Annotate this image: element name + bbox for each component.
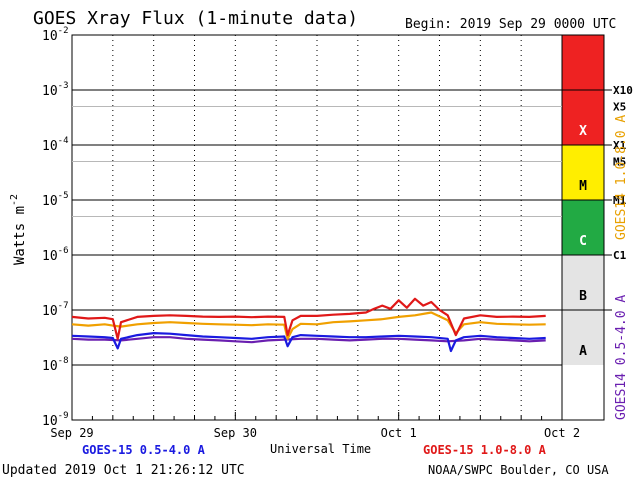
y-tick-label: 10-3 xyxy=(42,81,69,99)
y-tick-label: 10-8 xyxy=(42,356,69,374)
class-label-c: C xyxy=(579,234,587,249)
level-label-m5: M5 xyxy=(613,156,626,169)
class-label-x: X xyxy=(579,124,587,139)
level-label-x5: X5 xyxy=(613,101,626,114)
right-axis-label-05-4: GOES14 0.5-4.0 A xyxy=(614,295,629,420)
y-tick-label: 10-6 xyxy=(42,246,69,264)
class-label-m: M xyxy=(579,179,587,194)
class-band-b xyxy=(562,255,604,310)
class-band-a xyxy=(562,310,604,365)
x-axis-ticks: Sep 29 Sep 30 Oct 1 Oct 2 xyxy=(50,426,580,440)
level-label-c1: C1 xyxy=(613,249,627,262)
begin-label: Begin: 2019 Sep 29 0000 UTC xyxy=(405,17,616,32)
y-axis-ticks: 10-2 10-3 10-4 10-5 10-6 10-7 10-8 10-9 xyxy=(42,26,80,429)
flare-class-bar: X M C B A xyxy=(561,34,605,421)
series-goes-15-1-0-8-0-a xyxy=(71,297,546,340)
x-tick-label: Oct 1 xyxy=(381,426,417,440)
class-band-c xyxy=(562,200,604,255)
updated-timestamp: Updated 2019 Oct 1 21:26:12 UTC xyxy=(2,463,245,478)
plot-grid xyxy=(71,34,612,421)
right-level-labels: X10 X5 X1 M5 M1 C1 xyxy=(613,84,633,262)
svg-text:Watts m-2: Watts m-2 xyxy=(9,194,28,265)
right-axis-label-short: GOES14 0.5-4.0 A xyxy=(614,295,629,420)
x-tick-label: Oct 2 xyxy=(544,426,580,440)
level-label-x1: X1 xyxy=(613,139,627,152)
y-axis-label-text: Watts m xyxy=(12,206,28,265)
class-label-a: A xyxy=(579,344,587,359)
right-axis-label-1-8: GOES14 1.0-8.0 A xyxy=(614,115,629,240)
plot-frame xyxy=(71,34,563,421)
y-tick-label: 10-4 xyxy=(42,136,69,154)
class-band-m xyxy=(562,145,604,200)
series-goes-15-0-5-4-0-a xyxy=(71,332,546,353)
y-tick-label: 10-9 xyxy=(42,411,69,429)
x-tick-label: Sep 30 xyxy=(214,426,257,440)
x-tick-label: Sep 29 xyxy=(50,426,93,440)
y-tick-label: 10-7 xyxy=(42,301,69,319)
legend-goes15-long: GOES-15 1.0-8.0 A xyxy=(423,443,547,457)
y-axis-label-exponent: -2 xyxy=(9,194,20,206)
credit-text: NOAA/SWPC Boulder, CO USA xyxy=(428,463,609,477)
y-tick-label: 10-5 xyxy=(42,191,69,209)
level-label-x10: X10 xyxy=(613,84,633,97)
chart-title: GOES Xray Flux (1-minute data) xyxy=(33,8,358,29)
class-label-b: B xyxy=(579,289,587,304)
x-axis-label: Universal Time xyxy=(270,442,371,456)
y-tick-label: 10-2 xyxy=(42,26,69,44)
y-axis-label: Watts m-2 xyxy=(9,194,28,265)
right-axis-label-long: GOES14 1.0-8.0 A xyxy=(614,115,629,240)
series-goes14-0-5-4-0-a xyxy=(71,336,546,344)
level-label-m1: M1 xyxy=(613,194,627,207)
series-layer xyxy=(71,297,546,353)
legend-goes15-short: GOES-15 0.5-4.0 A xyxy=(82,443,206,457)
